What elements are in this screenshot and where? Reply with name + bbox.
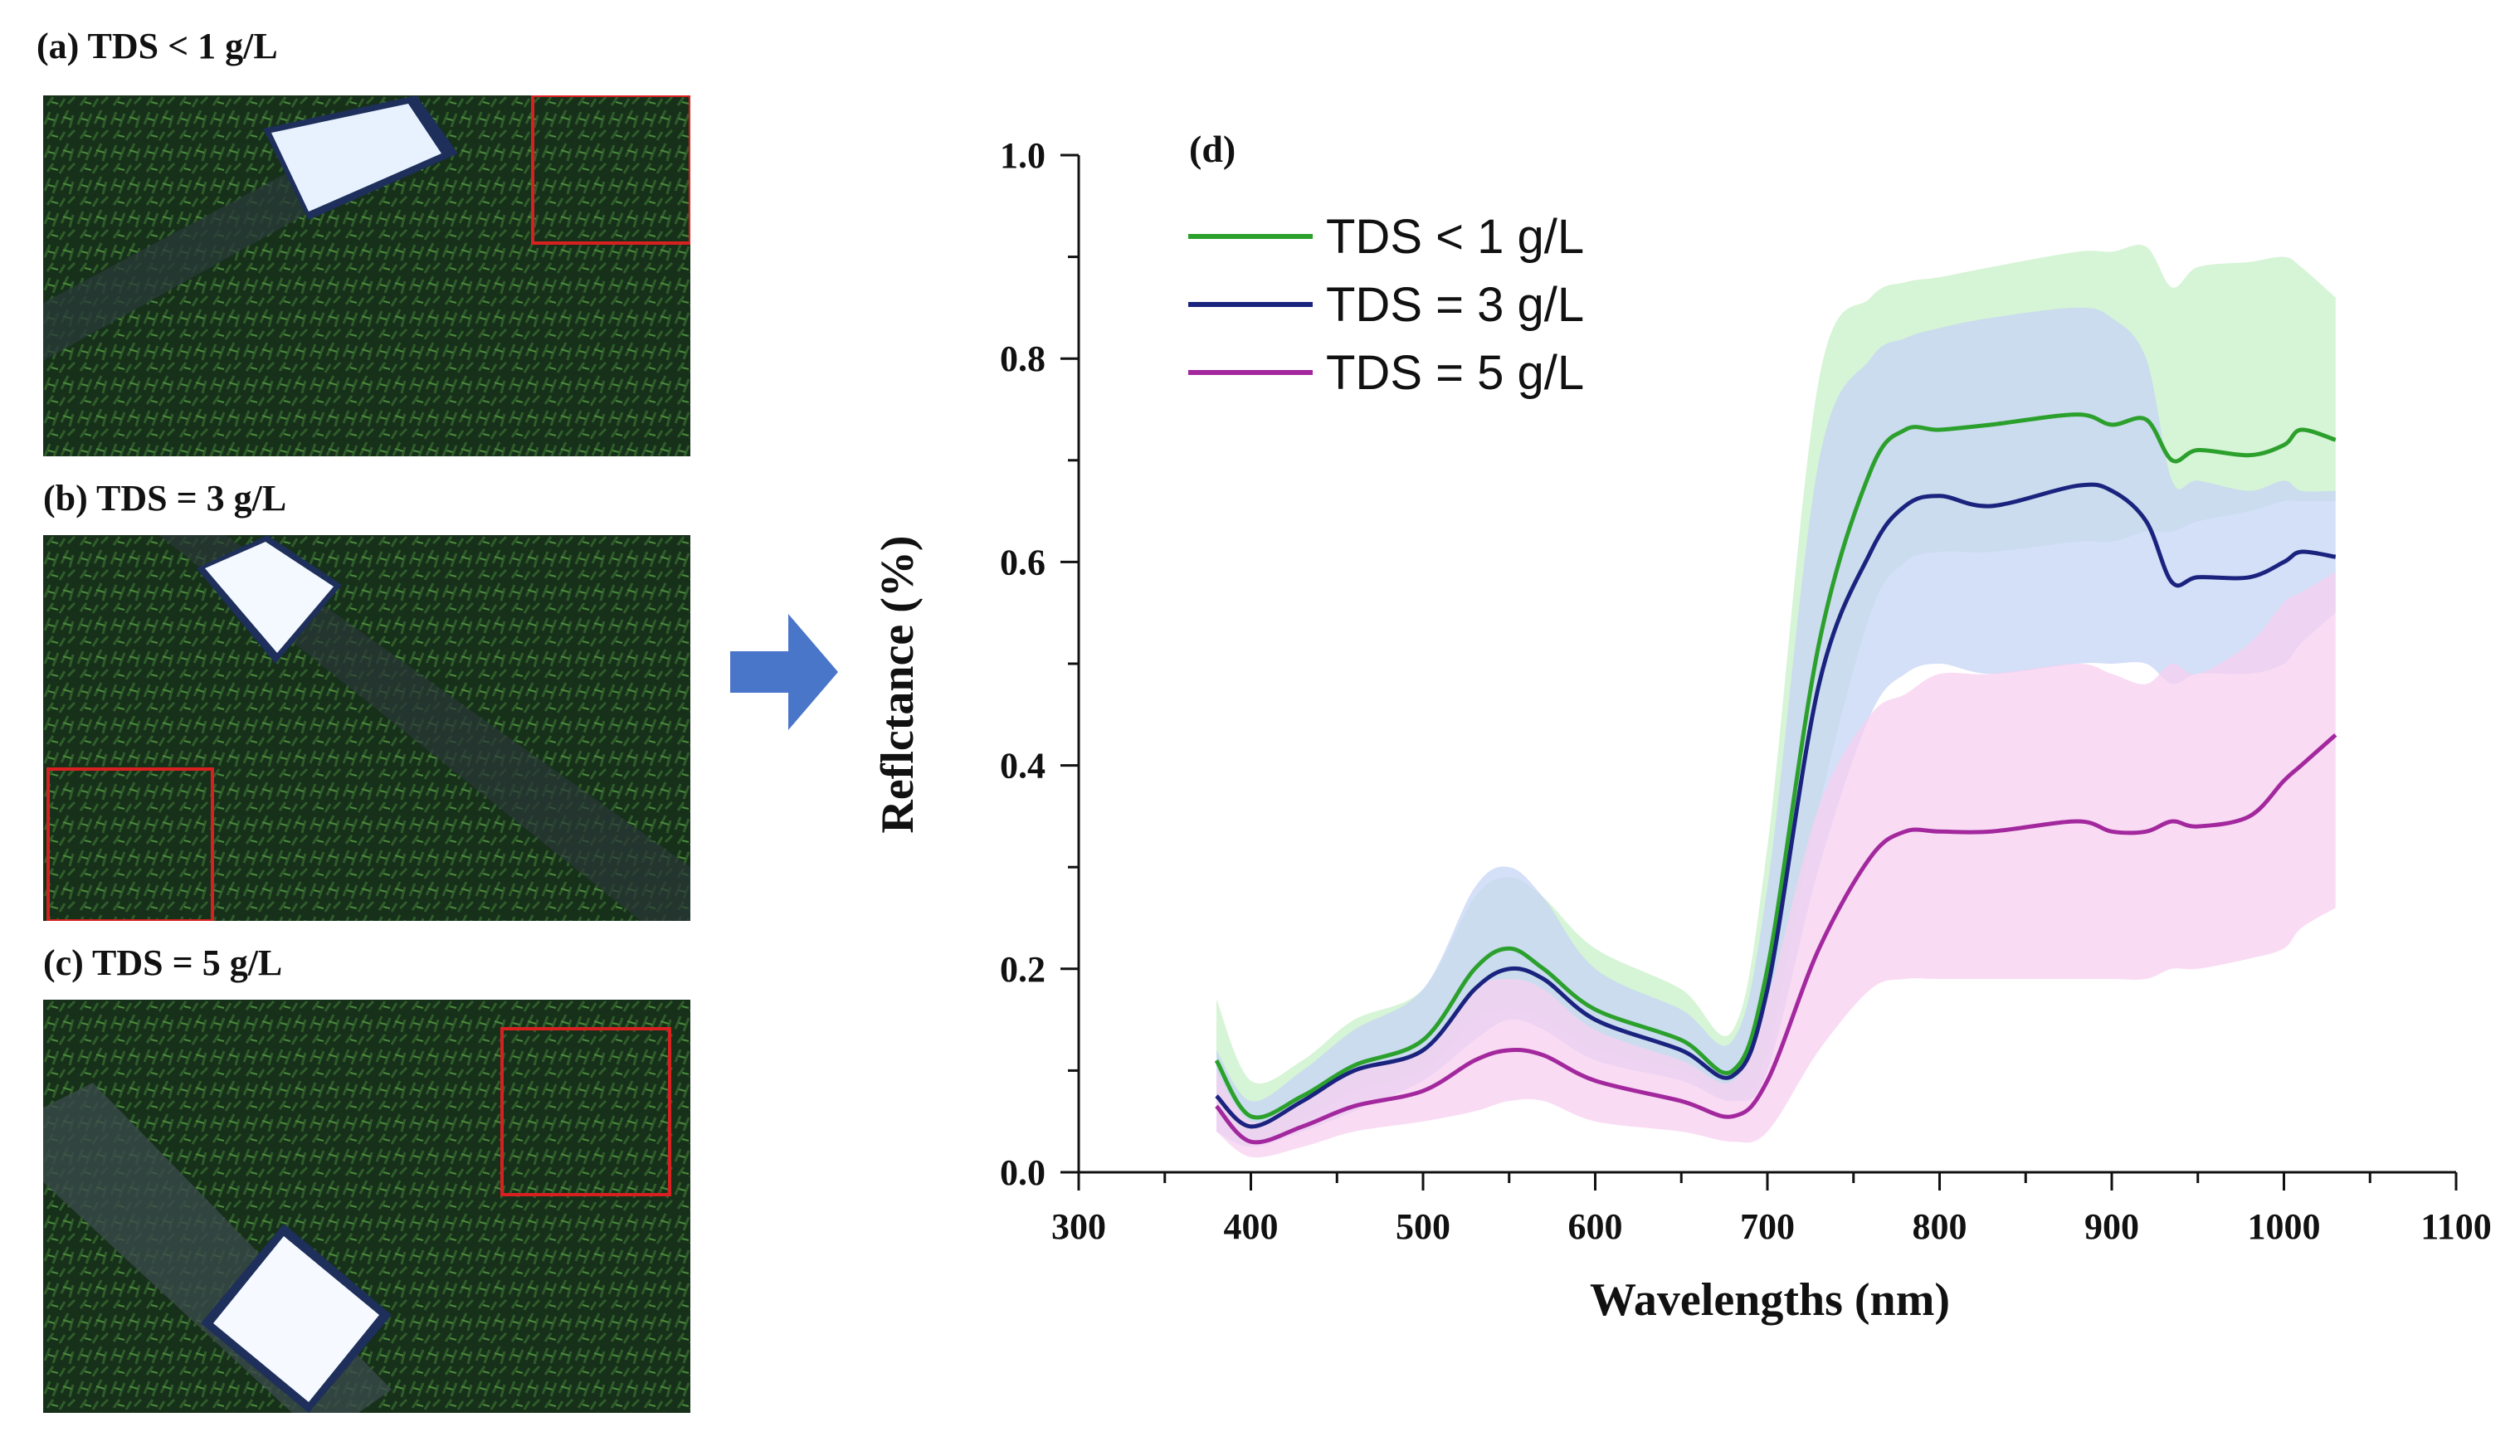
y-tick-label: 0.0	[1000, 1152, 1046, 1193]
x-tick-label: 1000	[2248, 1206, 2321, 1247]
drone-image-c	[43, 1000, 690, 1413]
reference-panel	[205, 542, 334, 653]
x-tick-label: 600	[1568, 1206, 1623, 1247]
pipe-shadow	[43, 170, 325, 361]
panel-a-label: (a) TDS < 1 g/L	[37, 26, 278, 66]
y-tick-label: 1.0	[1000, 135, 1046, 176]
right-arrow-icon	[730, 614, 838, 730]
panel-c-label: (c) TDS = 5 g/L	[43, 942, 283, 983]
y-tick-label: 0.2	[1000, 949, 1046, 990]
series-line-tds-1-g-l	[1214, 412, 2337, 1120]
roi-box-a	[531, 95, 690, 245]
x-tick-label: 700	[1740, 1206, 1795, 1247]
x-axis-title: Wavelengths (nm)	[1590, 1274, 1950, 1326]
x-tick-label: 800	[1913, 1206, 1967, 1247]
y-tick-label: 0.6	[1000, 542, 1046, 582]
y-axis-title: Reflctance (%)	[872, 535, 924, 833]
band-tds-3-g-l	[1216, 307, 2336, 1147]
x-tick-label: 300	[1051, 1206, 1106, 1247]
x-tick-label: 900	[2084, 1206, 2139, 1247]
y-tick-label: 0.4	[1000, 746, 1046, 786]
reference-panel	[271, 104, 441, 212]
reference-panel	[213, 1236, 379, 1402]
series-line-tds-3-g-l	[1215, 482, 2337, 1129]
band-tds-1-g-l	[1216, 245, 2336, 1142]
y-tick-label: 0.8	[1000, 338, 1046, 379]
chart-panel-letter: (d)	[1189, 128, 1236, 170]
roi-box-c	[500, 1027, 671, 1196]
panel-b-label: (b) TDS = 3 g/L	[43, 478, 287, 519]
drone-image-b	[43, 535, 690, 921]
legend-label-tds-5-g-l: TDS = 5 g/L	[1326, 346, 1584, 400]
legend: TDS < 1 g/L TDS = 3 g/L TDS = 5 g/L	[1188, 210, 1584, 400]
legend-label-tds-3-g-l: TDS = 3 g/L	[1326, 278, 1584, 332]
legend-label-tds-1-g-l: TDS < 1 g/L	[1326, 210, 1584, 264]
x-tick-label: 1100	[2420, 1206, 2492, 1247]
band-tds-5-g-l	[1216, 572, 2336, 1158]
x-tick-label: 400	[1224, 1206, 1279, 1247]
series-line-tds-5-g-l	[1215, 733, 2337, 1145]
drone-image-a	[43, 95, 690, 456]
roi-box-b	[46, 767, 214, 921]
x-tick-label: 500	[1396, 1206, 1450, 1247]
